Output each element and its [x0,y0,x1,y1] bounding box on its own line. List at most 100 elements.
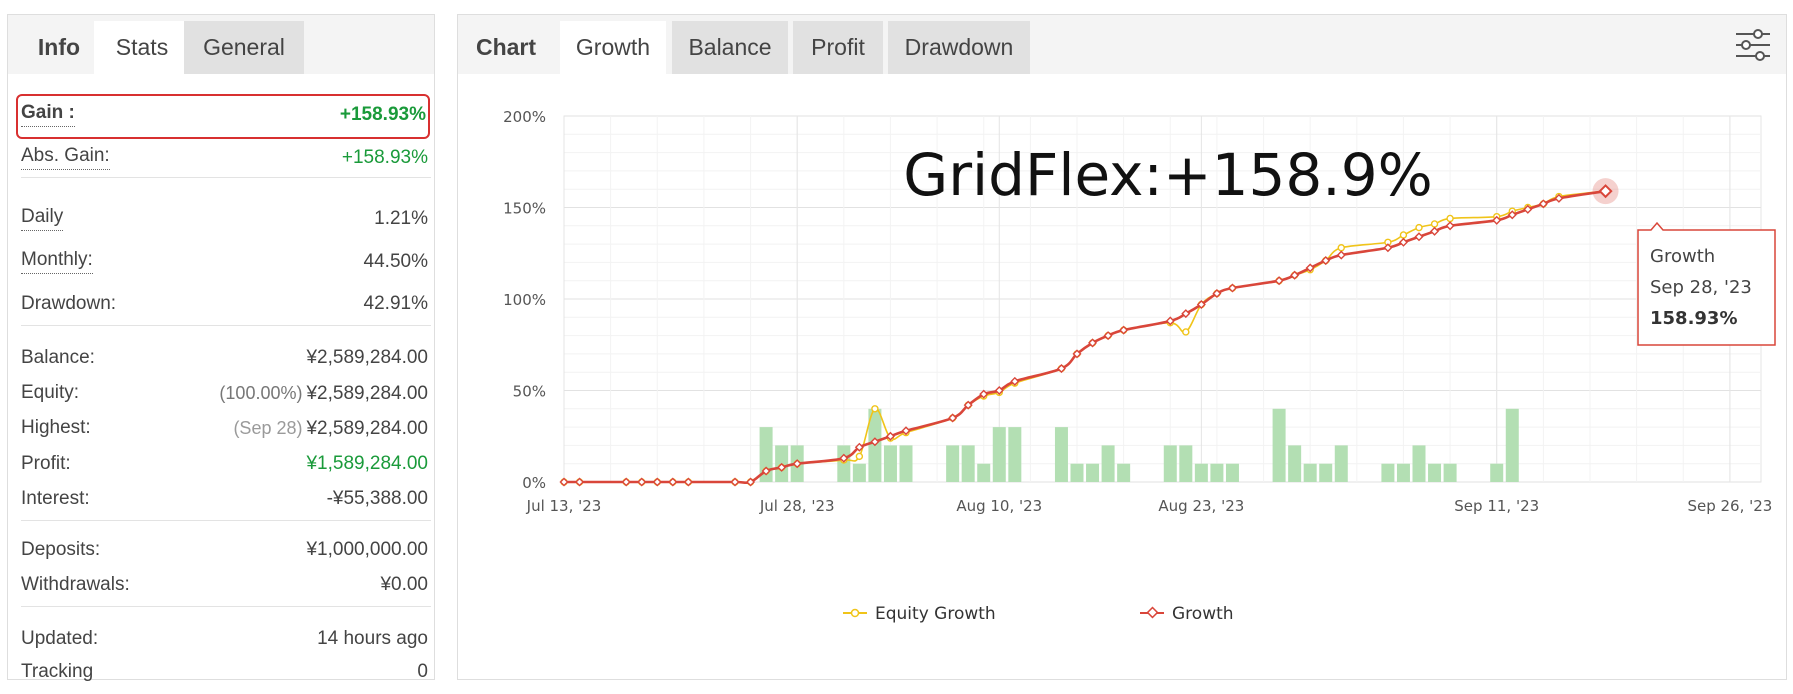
deposits-value: ¥1,000,000.00 [306,539,428,560]
highest-label: Highest: [21,417,91,438]
daily-bar [1272,408,1286,482]
abs-gain-row: Abs. Gain: +158.93% [21,143,428,173]
daily-bar [1381,463,1395,482]
daily-row: Daily 1.21% [21,204,428,234]
drawdown-value: 42.91% [363,293,428,314]
tab-stats[interactable]: Stats [94,21,190,74]
growth-point [559,477,569,487]
y-tick-label: 50% [513,383,546,401]
overlay-title: GridFlex:+158.9% [903,141,1432,209]
monthly-row: Monthly: 44.50% [21,247,428,277]
daily-bar [1412,445,1426,482]
y-tick-label: 150% [503,200,546,218]
growth-point [1227,283,1237,293]
highest-date: (Sep 28) [233,418,303,438]
chart-legend: Equity Growth Growth [843,604,1234,624]
growth-point [1056,364,1066,374]
balance-value: ¥2,589,284.00 [306,347,428,368]
tab-growth[interactable]: Growth [560,21,666,74]
equity-growth-point [871,405,879,413]
tooltip-box [1637,221,1776,346]
daily-bar [1117,463,1131,482]
monthly-value: 44.50% [363,251,428,272]
daily-bar [1490,463,1504,482]
drawdown-label: Drawdown: [21,293,117,314]
daily-bar [1225,463,1239,482]
growth-point [652,477,662,487]
chart-tabs: Chart Growth Balance Profit Drawdown [458,15,1786,74]
daily-bar [883,445,897,482]
legend-label-growth: Growth [1172,604,1234,624]
tab-info[interactable]: Info [37,34,81,60]
growth-point [1181,309,1191,319]
daily-bar [1054,427,1068,482]
tracking-value: 0 [417,661,428,682]
legend-item-growth[interactable]: Growth [1140,604,1234,624]
equity-percent: (100.00%) [219,383,303,403]
growth-point [994,385,1004,396]
daily-label[interactable]: Daily [21,204,64,231]
growth-point [621,477,631,487]
updated-value: 14 hours ago [317,628,428,649]
daily-bar [992,427,1006,482]
daily-bar [759,427,773,482]
growth-point [1290,270,1300,280]
growth-point [1305,263,1315,273]
deposits-row: Deposits: ¥1,000,000.00 [21,535,428,565]
growth-point [777,462,787,472]
balance-row: Balance: ¥2,589,284.00 [21,343,428,373]
legend-item-equity-growth[interactable]: Equity Growth [843,604,996,624]
sliders-icon[interactable] [1734,28,1772,62]
profit-value: ¥1,589,284.00 [306,453,428,474]
growth-point [839,453,849,463]
divider [21,606,431,607]
y-tick-label: 100% [503,291,546,309]
x-tick-label: Sep 26, '23 [1687,497,1772,515]
growth-point [963,400,973,410]
daily-bar [1179,445,1193,482]
equity-growth-point [1415,223,1423,232]
tab-profit[interactable]: Profit [793,21,883,74]
growth-line [563,189,1606,485]
tab-general[interactable]: General [184,21,304,74]
abs-gain-label[interactable]: Abs. Gain: [21,143,110,170]
divider [21,325,431,326]
growth-point [901,426,911,436]
account-info-panel: Info Stats General Gain : +158.93% Abs. … [7,14,435,682]
equity-value: (100.00%) ¥2,589,284.00 [219,378,428,409]
growth-point [1445,221,1455,231]
growth-point [1274,276,1284,286]
tab-drawdown[interactable]: Drawdown [888,21,1030,74]
growth-point [1165,316,1175,326]
highest-amount: ¥2,589,284.00 [306,418,428,439]
monthly-label[interactable]: Monthly: [21,247,93,274]
daily-bar [1163,445,1177,482]
y-tick-label: 200% [503,108,546,126]
chart-lines [559,178,1619,487]
highest-value: (Sep 28) ¥2,589,284.00 [233,413,428,444]
growth-point [637,477,647,487]
growth-point [948,413,958,423]
tooltip-date: Sep 28, '23 [1650,277,1752,298]
growth-point [1103,331,1113,341]
equity-row: Equity: (100.00%) ¥2,589,284.00 [21,378,428,408]
info-tabs: Info Stats General [8,15,434,74]
growth-chart[interactable]: 0% 50% 100% 150% 200% Jul 13, '23 Jul 28, '23 A… [458,15,1788,681]
interest-value: -¥55,388.00 [326,488,428,509]
daily-bar [1319,463,1333,482]
divider [21,520,431,521]
daily-bar [1210,463,1224,482]
profit-row: Profit: ¥1,589,284.00 [21,449,428,479]
drawdown-row: Drawdown: 42.91% [21,289,428,319]
growth-point [1010,376,1020,386]
gain-label[interactable]: Gain : [21,100,75,127]
tracking-label: Tracking [21,661,94,682]
tab-chart[interactable]: Chart [475,34,537,60]
growth-point [1119,325,1129,335]
equity-growth-point [1182,328,1190,336]
tab-balance[interactable]: Balance [672,21,788,74]
equity-growth-line [563,190,1606,484]
interest-row: Interest: -¥55,388.00 [21,484,428,514]
x-tick-label: Sep 11, '23 [1454,497,1539,515]
growth-point [1336,250,1346,260]
